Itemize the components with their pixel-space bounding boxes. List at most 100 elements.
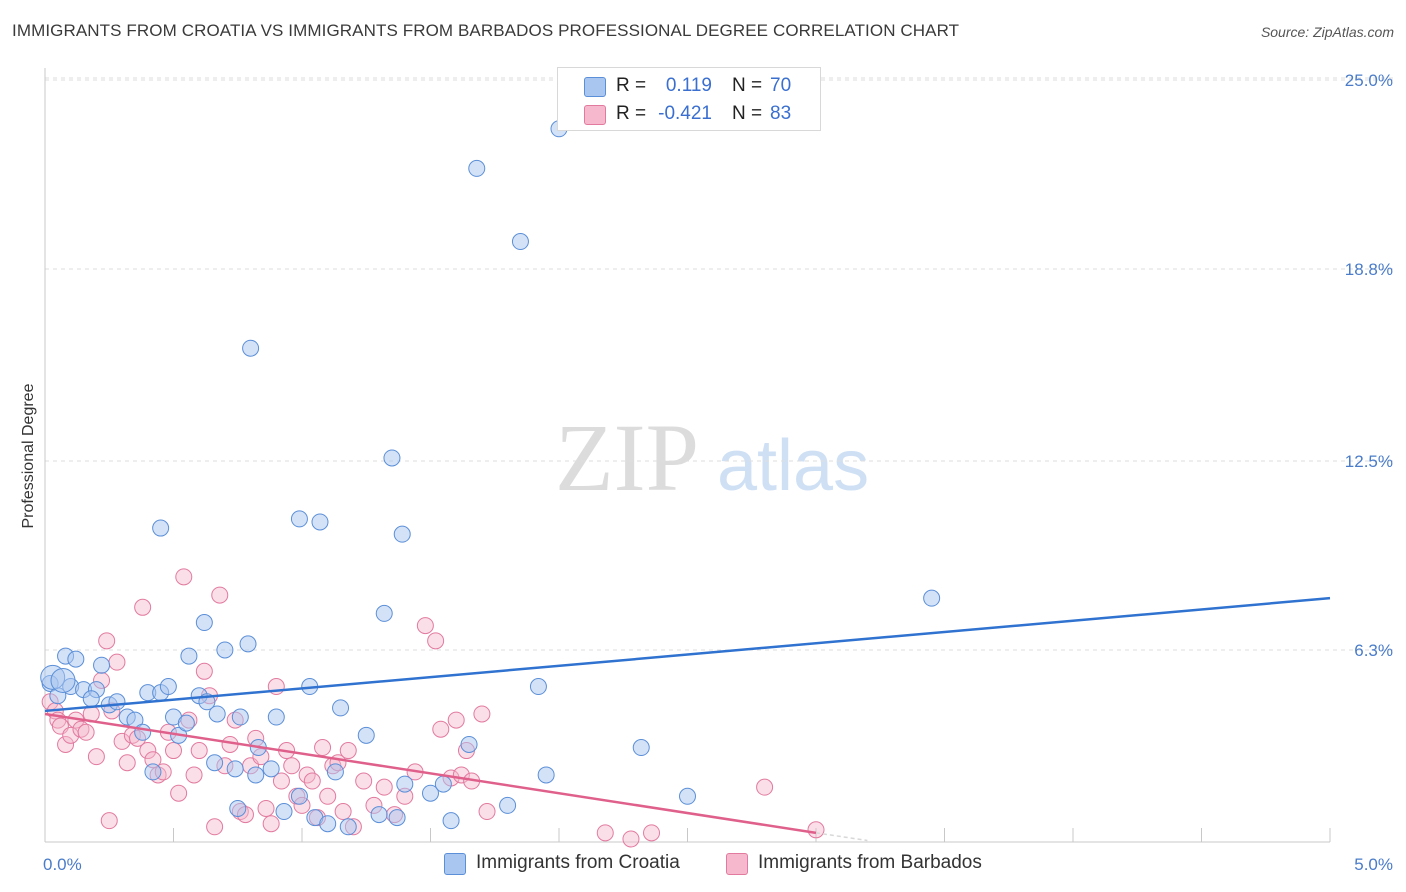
barbados-point <box>427 632 445 650</box>
stats-legend: R = 0.119 N = 70 R = -0.421 N = 83 <box>557 67 821 131</box>
barbados-point <box>432 720 450 738</box>
croatia-point <box>93 656 111 674</box>
barbados-point <box>77 723 95 741</box>
legend-r-label: R = <box>616 103 647 124</box>
croatia-point <box>231 708 249 726</box>
croatia-point <box>152 519 170 537</box>
barbados-legend-swatch <box>726 853 748 875</box>
croatia-point <box>82 690 100 708</box>
barbados-point <box>87 748 105 766</box>
barbados-point <box>118 754 136 772</box>
croatia-point <box>134 723 152 741</box>
croatia-trend-line <box>44 596 1331 713</box>
croatia-point <box>393 525 411 543</box>
trend-lines <box>44 596 1331 842</box>
barbados-point <box>185 766 203 784</box>
barbados-point <box>756 778 774 796</box>
barbados-point <box>319 787 337 805</box>
croatia-point <box>290 510 308 528</box>
barbados-point <box>375 778 393 796</box>
croatia-point <box>375 604 393 622</box>
chart-title: IMMIGRANTS FROM CROATIA VS IMMIGRANTS FR… <box>12 21 960 40</box>
barbados-points <box>41 568 825 848</box>
barbados-point <box>807 821 825 839</box>
barbados-point <box>334 803 352 821</box>
croatia-point <box>529 678 547 696</box>
barbados-point <box>139 742 157 760</box>
barbados-point <box>195 662 213 680</box>
croatia-point <box>177 714 195 732</box>
croatia-point <box>370 806 388 824</box>
barbados-point <box>283 757 301 775</box>
legend-r-label: R = <box>616 75 647 96</box>
legend-row-croatia: R = 0.119 N = 70 <box>558 72 820 100</box>
x-tick-label: 0.0% <box>43 855 82 874</box>
croatia-point <box>357 726 375 744</box>
croatia-legend-swatch <box>444 853 466 875</box>
barbados-trend-line <box>44 712 817 835</box>
croatia-point <box>290 787 308 805</box>
barbados-point <box>596 824 614 842</box>
croatia-point <box>442 812 460 830</box>
barbados-trend-extension <box>815 832 868 842</box>
croatia-point <box>180 647 198 665</box>
croatia-point <box>226 760 244 778</box>
croatia-point <box>208 705 226 723</box>
tick-labels: 6.3% 12.5% 18.8% 25.0% 0.0% 5.0% <box>43 71 1393 874</box>
croatia-swatch <box>584 77 606 97</box>
axes <box>44 68 1331 843</box>
croatia-point <box>108 693 126 711</box>
barbados-point <box>473 705 491 723</box>
croatia-point <box>326 763 344 781</box>
croatia-point <box>511 233 529 251</box>
legend-n-label: N = <box>732 75 763 96</box>
barbados-point <box>134 598 152 616</box>
barbados-point <box>447 711 465 729</box>
croatia-point <box>923 589 941 607</box>
barbados-point <box>478 803 496 821</box>
croatia-point <box>388 809 406 827</box>
croatia-point <box>468 159 486 177</box>
watermark-zip: ZIP <box>555 404 699 511</box>
croatia-point <box>239 635 257 653</box>
legend-r-value: -0.421 <box>658 103 712 124</box>
croatia-point <box>159 678 177 696</box>
croatia-point <box>262 760 280 778</box>
croatia-point <box>144 763 162 781</box>
y-tick-label: 18.8% <box>1345 260 1393 279</box>
barbados-legend-label: Immigrants from Barbados <box>758 852 982 873</box>
source-credit: Source: ZipAtlas.com <box>1260 24 1394 40</box>
barbados-point <box>339 742 357 760</box>
legend-n-value: 70 <box>770 75 792 96</box>
barbados-point <box>643 824 661 842</box>
croatia-point <box>434 775 452 793</box>
croatia-point <box>396 775 414 793</box>
croatia-point <box>195 614 213 632</box>
y-axis-label: Professional Degree <box>20 383 37 528</box>
croatia-point <box>537 766 555 784</box>
barbados-point <box>165 742 182 760</box>
croatia-point <box>339 818 357 836</box>
croatia-point <box>499 796 517 814</box>
barbados-point <box>170 784 188 802</box>
barbados-point <box>108 653 126 671</box>
barbados-point <box>416 617 434 635</box>
y-tick-label: 25.0% <box>1345 71 1393 90</box>
barbados-point <box>98 632 116 650</box>
barbados-point <box>100 812 118 830</box>
barbados-point <box>303 772 321 790</box>
barbados-point <box>355 772 373 790</box>
legend-n-label: N = <box>732 103 763 124</box>
croatia-point <box>267 708 285 726</box>
legend-r-value: 0.119 <box>665 75 712 96</box>
x-tick-label: 5.0% <box>1354 855 1393 874</box>
barbados-point <box>262 815 280 833</box>
barbados-point <box>272 772 290 790</box>
barbados-point <box>72 720 90 738</box>
croatia-point <box>422 784 439 802</box>
croatia-point <box>206 754 224 772</box>
croatia-point <box>632 739 650 757</box>
croatia-legend-label: Immigrants from Croatia <box>476 852 680 873</box>
croatia-point <box>460 735 478 753</box>
